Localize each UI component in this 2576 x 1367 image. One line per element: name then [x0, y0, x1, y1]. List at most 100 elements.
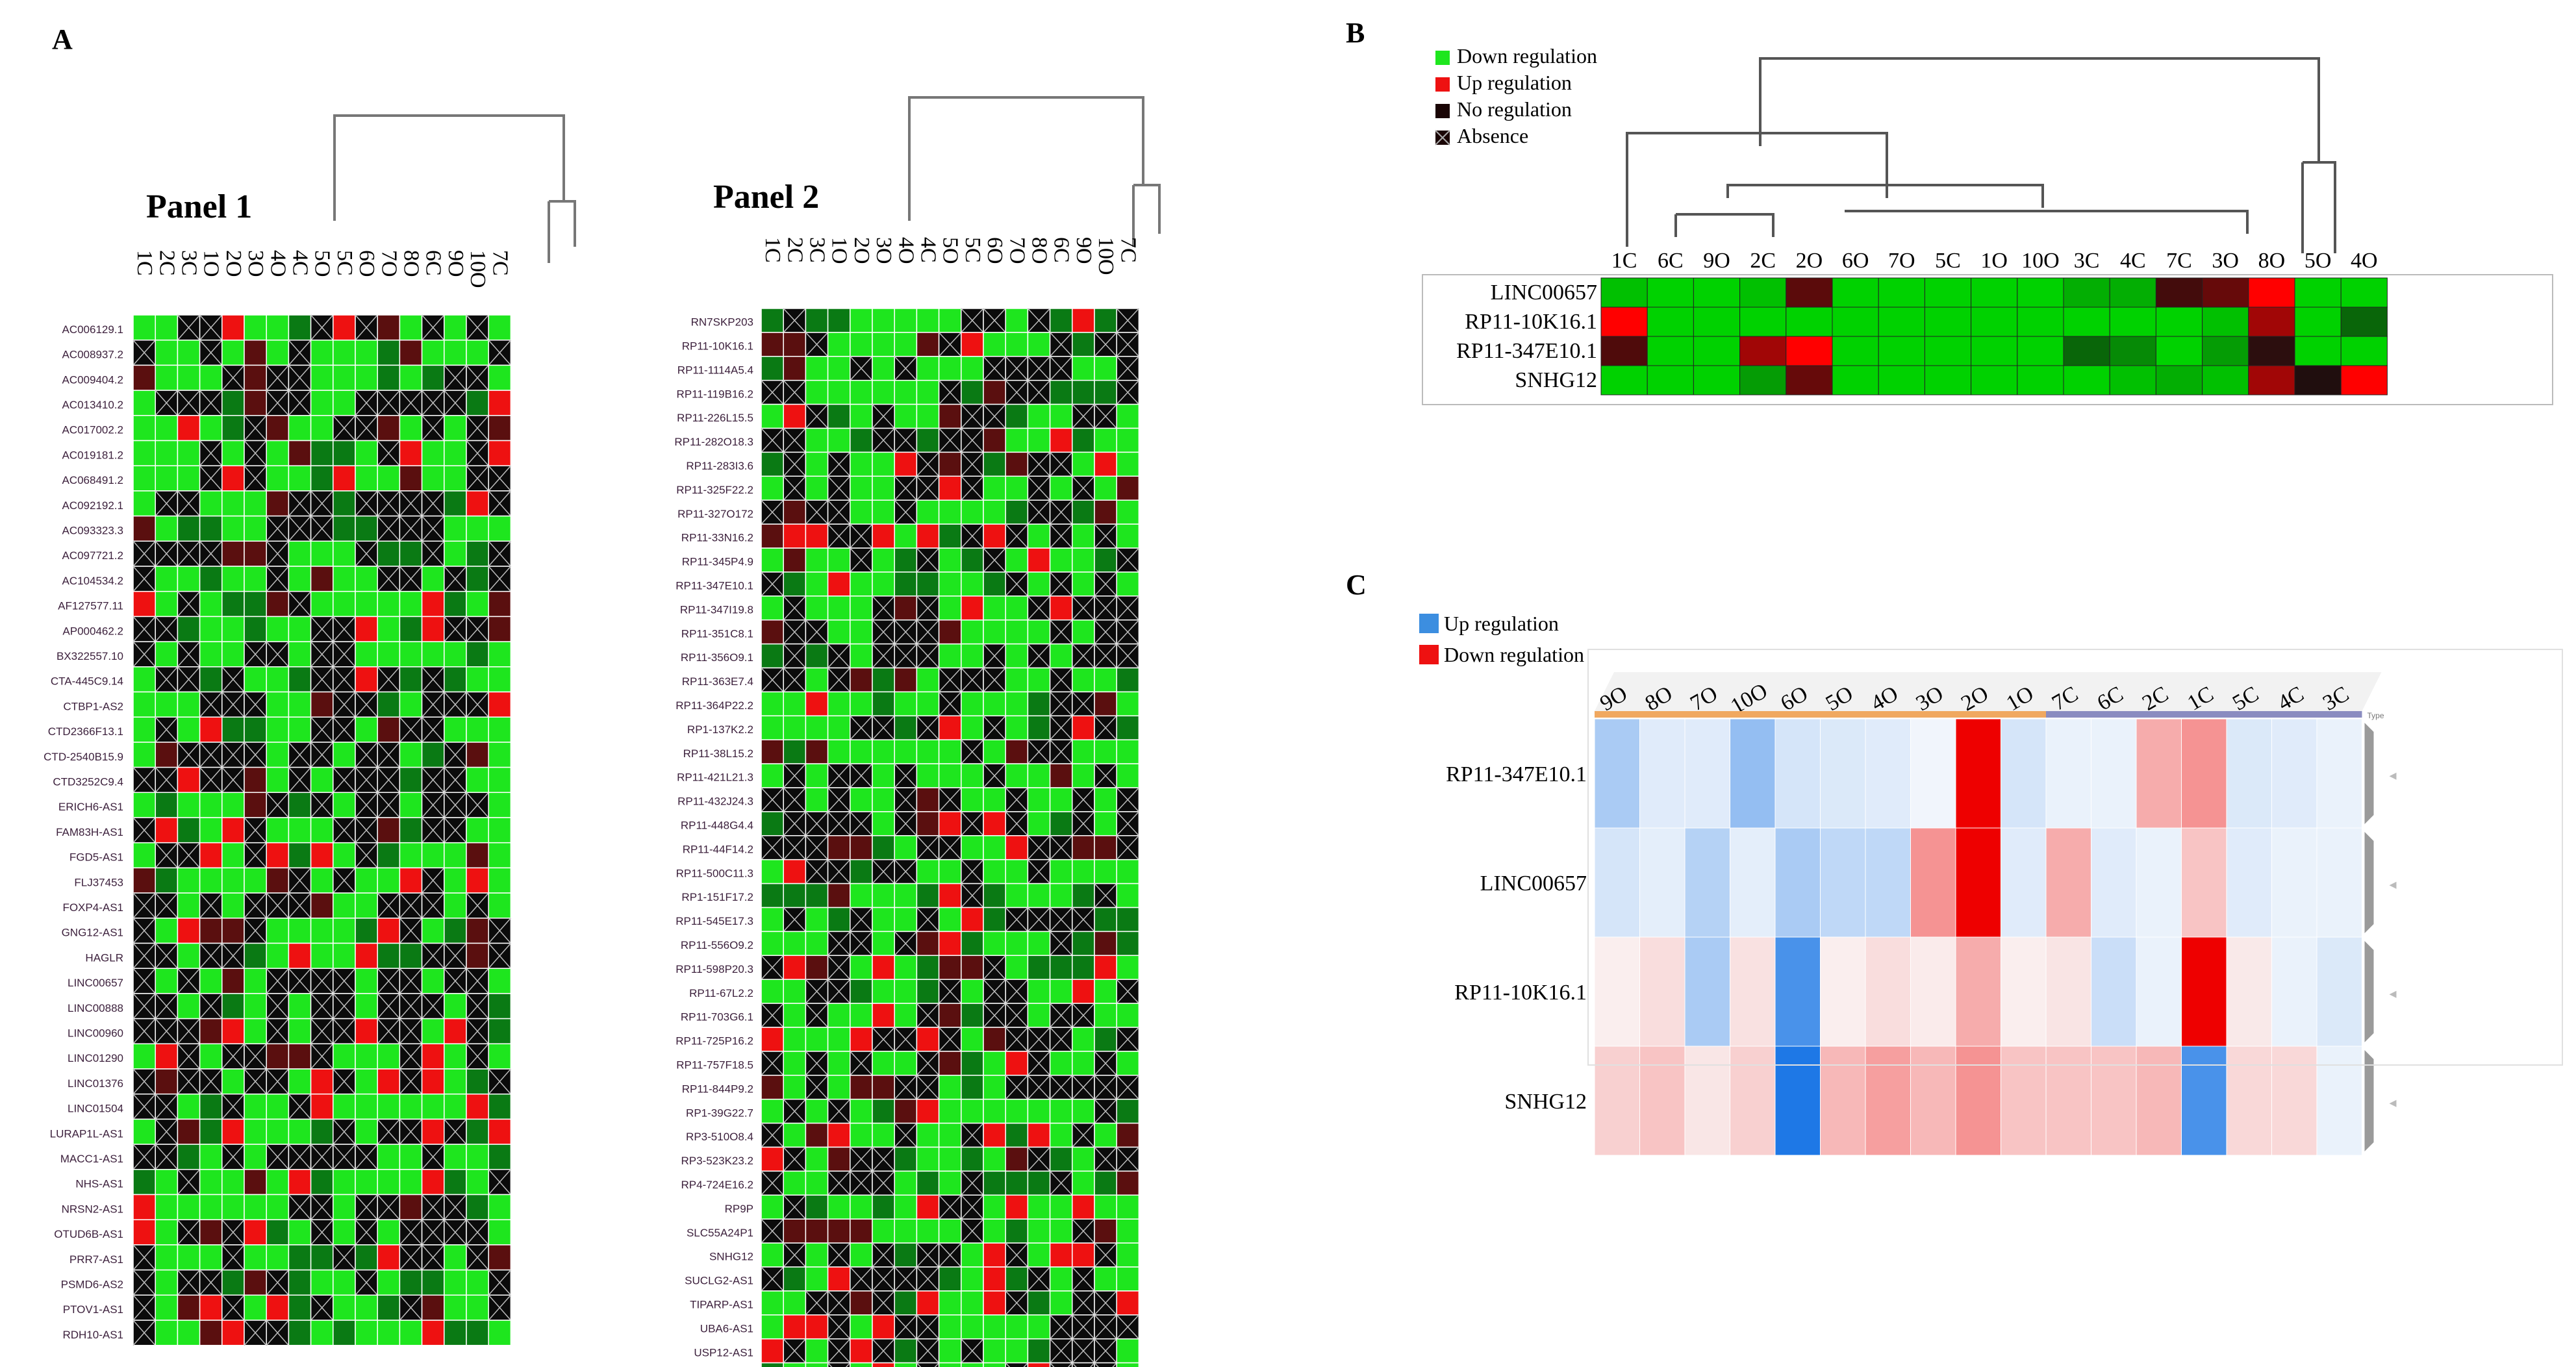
heatmap-cell	[1739, 336, 1787, 366]
column-label: 5C	[961, 237, 985, 263]
row-label: RP11-44F14.2	[683, 843, 753, 855]
heatmap-cell	[244, 566, 267, 592]
heatmap-cell	[938, 1362, 962, 1367]
absence-mark	[422, 817, 445, 844]
heatmap-cell	[488, 792, 512, 818]
heatmap-cell	[938, 1075, 962, 1100]
absence-mark	[1050, 1170, 1073, 1196]
heatmap-cell	[983, 1146, 1006, 1172]
heatmap-cell	[938, 643, 962, 669]
absence-mark	[244, 465, 267, 492]
row-label: AC104534.2	[62, 575, 123, 587]
heatmap-cell	[288, 1269, 312, 1296]
heatmap-cell	[133, 666, 156, 693]
absence-mark	[1116, 787, 1139, 812]
heatmap-cell	[1072, 1146, 1095, 1172]
absence-mark	[1072, 1314, 1095, 1340]
heatmap-cell	[1072, 955, 1095, 980]
heatmap-cell	[938, 1146, 962, 1172]
heatmap-cell	[466, 742, 489, 768]
heatmap-cell	[244, 792, 267, 818]
absence-mark	[422, 767, 445, 793]
heatmap-cell	[310, 390, 334, 416]
row-label: RP11-325F22.2	[676, 484, 753, 496]
heatmap-cell	[961, 596, 984, 621]
heatmap-cell	[310, 1169, 334, 1196]
heatmap-cell	[1600, 277, 1648, 308]
absence-mark	[1116, 380, 1139, 405]
row-label: RP11-351C8.1	[681, 627, 753, 640]
absence-mark	[850, 356, 873, 381]
heatmap-cell	[155, 817, 179, 844]
heatmap-cell	[488, 1244, 512, 1271]
heatmap-cell	[983, 1075, 1006, 1100]
heatmap-cell	[1027, 1218, 1051, 1244]
heatmap-cell	[1094, 1003, 1117, 1028]
heatmap-cell	[983, 1122, 1006, 1148]
heatmap-cell	[961, 787, 984, 812]
absence-mark	[894, 1075, 917, 1100]
heatmap-cell	[177, 1194, 201, 1220]
absence-mark	[355, 842, 378, 868]
row-label: LINC00657	[1480, 872, 1587, 896]
heatmap-cell	[1094, 475, 1117, 501]
absence-mark	[333, 968, 356, 994]
heatmap-cell	[288, 1169, 312, 1196]
absence-mark	[872, 715, 895, 740]
heatmap-cell	[894, 1098, 918, 1124]
absence-mark	[961, 1123, 984, 1148]
absence-mark	[310, 490, 334, 517]
absence-mark	[422, 1219, 445, 1246]
absence-mark	[377, 666, 400, 692]
heatmap-cell	[177, 440, 201, 466]
heatmap-cell	[177, 1144, 201, 1170]
heatmap-cell	[421, 590, 445, 618]
absence-mark	[805, 1290, 829, 1316]
absence-mark	[916, 644, 940, 669]
absence-mark	[850, 1170, 873, 1196]
absence-mark	[983, 955, 1006, 980]
heatmap-cell	[333, 1320, 356, 1346]
absence-mark	[199, 1068, 223, 1095]
heatmap-cell	[133, 314, 156, 341]
heatmap-cell	[1072, 931, 1095, 957]
heatmap-cell	[2248, 336, 2295, 366]
column-label: 4C	[2120, 249, 2146, 273]
row-label: RP11-432J24.3	[677, 796, 753, 808]
column-label: 5C	[1935, 249, 1961, 273]
heatmap-cell	[310, 766, 334, 794]
heatmap-cell	[333, 918, 356, 944]
absence-mark	[422, 943, 445, 969]
heatmap-cell	[244, 339, 267, 366]
heatmap-cell	[1072, 308, 1095, 333]
absence-mark	[1027, 380, 1051, 405]
heatmap-cell	[377, 1043, 401, 1070]
absence-mark	[155, 1018, 178, 1044]
panel1-dendrogram	[333, 114, 576, 263]
heatmap-cell	[421, 465, 445, 492]
heatmap-cell	[333, 1093, 356, 1120]
heatmap-cell	[916, 1170, 940, 1196]
heatmap-cell	[288, 641, 312, 668]
heatmap-cell	[466, 390, 489, 416]
heatmap-cell	[1094, 499, 1117, 525]
heatmap-cell	[961, 763, 984, 788]
absence-mark	[133, 1018, 156, 1044]
row-label: CTD-2540B15.9	[44, 751, 123, 763]
panel1-heatmap: 1C2C3C1O2O3O4O4C5O5C6O7O8O6C9O10O7CAC006…	[44, 250, 512, 1346]
heatmap-cell	[783, 859, 807, 884]
heatmap-cell	[466, 490, 489, 517]
absence-mark	[399, 892, 423, 919]
absence-mark	[466, 792, 489, 818]
heatmap-cell	[2316, 827, 2362, 938]
heatmap-cell	[1878, 277, 1925, 308]
heatmap-cell	[421, 440, 445, 466]
heatmap-cell	[244, 616, 267, 642]
heatmap-cell	[377, 918, 401, 944]
heatmap-cell	[1594, 1046, 1640, 1156]
heatmap-cell	[466, 942, 489, 969]
heatmap-cell	[827, 379, 851, 405]
heatmap-cell	[421, 1320, 445, 1346]
heatmap-cell	[761, 1314, 784, 1340]
absence-mark	[805, 332, 829, 357]
